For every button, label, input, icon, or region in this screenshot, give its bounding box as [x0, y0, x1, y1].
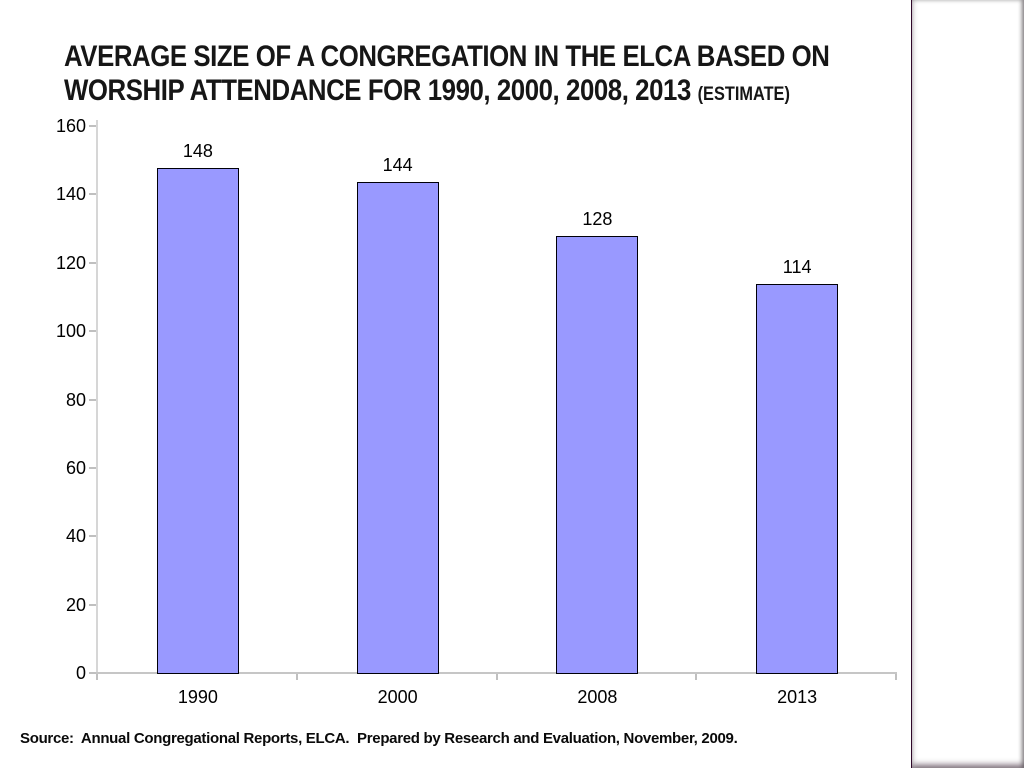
y-axis-tick	[89, 193, 96, 196]
bar-2000	[356, 181, 439, 674]
y-axis-tick	[89, 261, 96, 264]
y-axis-label: 60	[65, 457, 86, 478]
y-axis-tick	[89, 603, 96, 606]
bar-2008	[556, 236, 639, 674]
y-axis-tick	[89, 330, 96, 333]
x-axis-tick	[295, 674, 298, 680]
x-axis-line	[96, 672, 897, 674]
y-axis-tick	[89, 398, 96, 401]
y-axis-line	[96, 120, 98, 674]
x-axis-tick	[895, 674, 897, 680]
chart-title-line2: WORSHIP ATTENDANCE FOR 1990, 2000, 2008,…	[64, 74, 790, 107]
x-axis-category-label: 2013	[777, 687, 818, 707]
y-axis-label: 140	[55, 184, 86, 205]
bar-value-label: 144	[382, 154, 413, 175]
y-axis-label: 40	[65, 526, 86, 547]
y-axis-tick	[89, 125, 96, 127]
decorative-gradient-strip	[911, 0, 1024, 768]
x-axis-tick	[495, 674, 498, 680]
bar-chart: 0 20 40 60 80 100 120 140 160 148 1990 144 2000 128 20…	[55, 116, 897, 707]
source-note: Source: Annual Congregational Reports, E…	[20, 730, 738, 747]
y-axis-tick	[89, 466, 96, 469]
chart-title: AVERAGE SIZE OF A CONGREGATION IN THE EL…	[64, 40, 924, 112]
y-axis-tick	[89, 672, 96, 674]
bar-1990	[156, 168, 239, 674]
bar-value-label: 114	[782, 257, 812, 278]
x-axis-category-label: 2008	[577, 687, 618, 707]
bar-value-label: 148	[182, 141, 213, 162]
x-axis-category-label: 1990	[177, 687, 218, 707]
y-axis-tick	[89, 535, 96, 538]
bar-2013	[756, 284, 839, 674]
y-axis-label: 100	[55, 321, 86, 342]
x-axis-tick	[96, 674, 98, 680]
y-axis-label: 20	[65, 594, 86, 615]
chart-title-line1: AVERAGE SIZE OF A CONGREGATION IN THE EL…	[64, 40, 830, 73]
x-axis-tick	[695, 674, 698, 680]
y-axis-label: 80	[65, 389, 86, 410]
bar-value-label: 128	[582, 209, 613, 230]
chart-title-estimate-suffix: (ESTIMATE)	[697, 84, 790, 105]
y-axis-label: 120	[55, 252, 86, 273]
y-axis-label: 160	[55, 116, 86, 136]
x-axis-category-label: 2000	[377, 687, 418, 707]
y-axis-label: 0	[75, 663, 86, 683]
